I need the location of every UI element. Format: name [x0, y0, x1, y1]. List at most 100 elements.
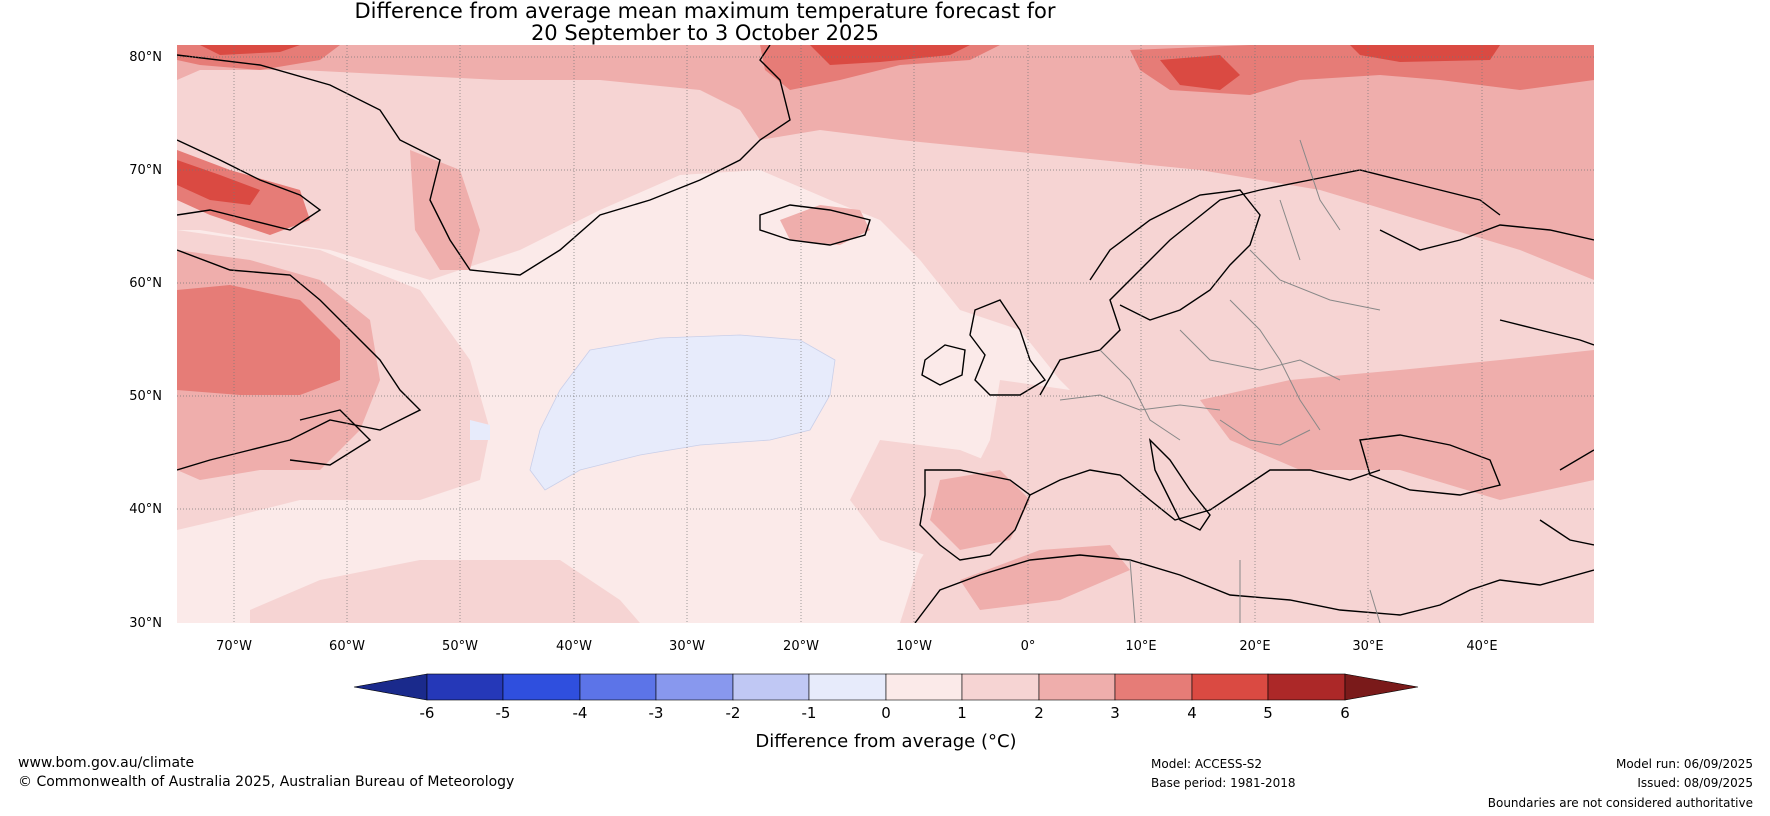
- coastline-europe-west: [1039, 169, 1501, 396]
- footer-issued: Issued: 08/09/2025: [1637, 776, 1753, 790]
- colorbar-tick: 3: [1110, 704, 1120, 722]
- colorbar-tick: -4: [573, 704, 588, 722]
- lon-label: 40°W: [556, 639, 592, 654]
- colorbar-tick: -5: [496, 704, 511, 722]
- border-9: [1369, 589, 1381, 623]
- colorbar-label: Difference from average (°C): [755, 731, 1016, 752]
- coastline-iceland: [759, 204, 871, 246]
- anomaly-2-3-iberia: [930, 470, 1030, 550]
- latitude-labels: 80°N 70°N 60°N 50°N 40°N 30°N: [129, 50, 162, 631]
- lon-label: 20°W: [783, 639, 819, 654]
- map-title-line-1: Difference from average mean maximum tem…: [354, 0, 1056, 23]
- coastline-northeast: [1379, 224, 1594, 251]
- footer-model-run: Model run: 06/09/2025: [1615, 757, 1753, 771]
- colorbar-bin: [885, 673, 963, 701]
- colorbar-bin: [426, 673, 504, 701]
- footer-disclaimer: Boundaries are not considered authoritat…: [1487, 796, 1753, 810]
- lon-label: 40°E: [1466, 639, 1497, 654]
- anomaly-2-3-greenland-se: [410, 150, 480, 270]
- anomaly-2-3-arctic: [177, 45, 1594, 280]
- colorbar-bin: [808, 673, 887, 701]
- coastline-east-med-2: [1539, 519, 1594, 546]
- colorbar-bin: [1191, 673, 1269, 701]
- lon-label: 60°W: [329, 639, 365, 654]
- colorbar-bin: [579, 673, 657, 701]
- anomaly-4-5-baffin: [177, 160, 260, 205]
- graticule: [177, 45, 1594, 623]
- coastline-east-med: [1559, 449, 1594, 471]
- colorbar-bin: [732, 673, 810, 701]
- coastline-ireland: [921, 344, 966, 386]
- colorbar-tick: -1: [802, 704, 817, 722]
- colorbar-extend-low: [353, 673, 428, 701]
- border-6: [1219, 419, 1311, 446]
- coastline-scandinavia: [1089, 189, 1261, 321]
- colorbar-tick: 1: [957, 704, 967, 722]
- longitude-labels: 70°W 60°W 50°W 40°W 30°W 20°W 10°W 0° 10…: [216, 639, 1498, 654]
- lon-label: 0°: [1021, 639, 1036, 654]
- coastline-italy: [1148, 437, 1211, 531]
- colorbar-bin: [502, 673, 581, 701]
- anomaly-field: [177, 45, 1594, 623]
- anomaly-neg1-0-small-patch: [470, 420, 490, 440]
- anomaly-2-3-black-sea: [1200, 350, 1594, 500]
- lat-label: 30°N: [129, 616, 162, 631]
- colorbar-tick: -2: [726, 704, 741, 722]
- country-borders: [1059, 139, 1381, 623]
- border-11: [1279, 199, 1301, 261]
- border-10: [1299, 139, 1341, 231]
- lon-label: 70°W: [216, 639, 252, 654]
- border-3: [1179, 329, 1341, 381]
- coastline-north-africa: [914, 554, 1594, 623]
- lon-label: 50°W: [442, 639, 478, 654]
- footer-website: www.bom.gov.au/climate: [18, 755, 195, 771]
- lon-label: 10°W: [896, 639, 932, 654]
- border-7: [1129, 559, 1136, 623]
- lon-label: 30°E: [1352, 639, 1383, 654]
- coastline-labrador: [177, 249, 422, 471]
- footer-model: Model: ACCESS-S2: [1151, 757, 1263, 771]
- coastline-nova-scotia: [289, 409, 372, 466]
- anomaly-4-5-north-greenland: [810, 45, 970, 65]
- colorbar-tick: -6: [420, 704, 435, 722]
- coastline-great-britain: [969, 299, 1047, 396]
- lat-label: 80°N: [129, 50, 162, 65]
- anomaly-4-5-franz-josef: [1350, 45, 1500, 62]
- map-title-line-2: 20 September to 3 October 2025: [530, 21, 880, 45]
- colorbar-bin: [961, 673, 1040, 701]
- colorbar-tick: -3: [649, 704, 664, 722]
- colorbar-ticks: -6 -5 -4 -3 -2 -1 0 1 2 3 4 5 6: [420, 704, 1350, 722]
- lon-label: 20°E: [1239, 639, 1270, 654]
- border-2: [1099, 349, 1181, 441]
- coastlines: [177, 45, 1594, 623]
- colorbar-bin: [655, 673, 734, 701]
- border-1: [1059, 394, 1221, 411]
- lon-label: 10°E: [1125, 639, 1156, 654]
- coastline-iberia: [919, 469, 1031, 561]
- coastline-canada-north: [177, 139, 322, 231]
- anomaly-4-5-svalbard: [1160, 55, 1240, 90]
- colorbar-tick: 5: [1263, 704, 1273, 722]
- lat-label: 50°N: [129, 389, 162, 404]
- lat-label: 40°N: [129, 502, 162, 517]
- anomaly-4-5-arctic-strip: [200, 45, 300, 55]
- border-4: [1229, 299, 1321, 431]
- colorbar-extend-high: [1344, 673, 1419, 701]
- colorbar-tick: 6: [1340, 704, 1350, 722]
- coastline-east: [1499, 319, 1594, 346]
- lon-label: 30°W: [669, 639, 705, 654]
- lat-label: 70°N: [129, 163, 162, 178]
- border-5: [1249, 249, 1381, 311]
- coastline-mediterranean-north: [1029, 469, 1381, 521]
- lat-label: 60°N: [129, 276, 162, 291]
- footer-base-period: Base period: 1981-2018: [1151, 776, 1296, 790]
- footer-copyright: © Commonwealth of Australia 2025, Austra…: [18, 774, 515, 790]
- anomaly-1-2-mid-atlantic-south: [250, 560, 640, 623]
- anomaly-neg1-0-atlantic: [529, 334, 836, 491]
- colorbar-tick: 2: [1034, 704, 1044, 722]
- colorbar-tick: 0: [881, 704, 891, 722]
- colorbar-tick: 4: [1187, 704, 1197, 722]
- coastline-black-sea: [1359, 434, 1501, 496]
- colorbar-bin: [1267, 673, 1346, 701]
